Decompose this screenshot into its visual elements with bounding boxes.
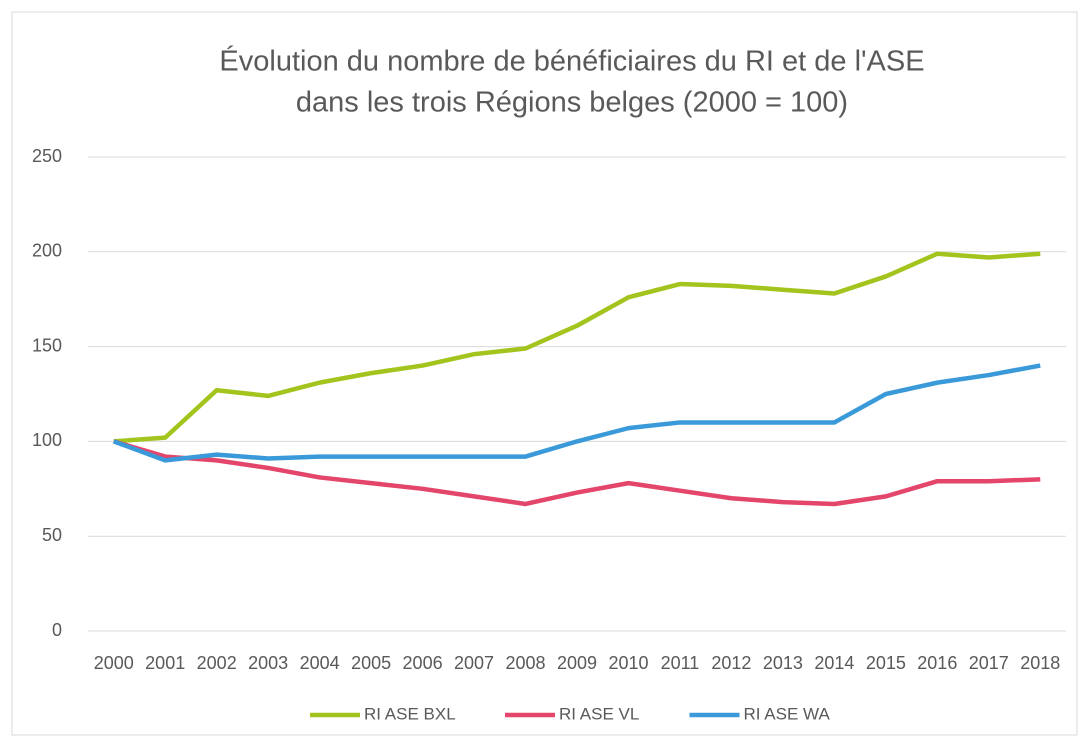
x-tick-label: 2011 (661, 653, 700, 673)
x-tick-label: 2005 (351, 653, 391, 673)
chart-title: Évolution du nombre de bénéficiaires du … (219, 45, 924, 78)
y-tick-label: 200 (32, 241, 62, 261)
x-tick-label: 2018 (1020, 653, 1060, 673)
y-tick-label: 0 (52, 620, 62, 640)
x-tick-label: 2015 (866, 653, 906, 673)
x-tick-label: 2010 (608, 653, 648, 673)
series-line (113, 439, 1041, 507)
x-tick-label: 2013 (763, 653, 803, 673)
y-tick-label: 150 (32, 335, 62, 355)
legend-label: RI ASE BXL (364, 704, 456, 723)
y-tick-label: 250 (32, 146, 62, 166)
x-tick-label: 2017 (969, 653, 1009, 673)
x-tick-label: 2016 (917, 653, 957, 673)
y-tick-label: 50 (42, 525, 62, 545)
legend-label: RI ASE VL (559, 704, 639, 723)
legend-label: RI ASE WA (744, 704, 831, 723)
x-tick-label: 2001 (145, 653, 185, 673)
x-tick-label: 2000 (94, 653, 134, 673)
x-tick-label: 2004 (300, 653, 340, 673)
y-tick-label: 100 (32, 430, 62, 450)
x-tick-label: 2008 (506, 653, 546, 673)
chart-frame (11, 11, 1078, 736)
x-tick-label: 2009 (557, 653, 597, 673)
x-tick-label: 2003 (248, 653, 288, 673)
x-tick-label: 2012 (711, 653, 751, 673)
x-tick-label: 2014 (814, 653, 854, 673)
x-tick-label: 2002 (197, 653, 237, 673)
series-line (112, 363, 1041, 463)
chart-title: dans les trois Régions belges (2000 = 10… (296, 87, 848, 119)
x-tick-label: 2007 (454, 653, 494, 673)
series-line (113, 251, 1041, 444)
x-tick-label: 2006 (403, 653, 443, 673)
